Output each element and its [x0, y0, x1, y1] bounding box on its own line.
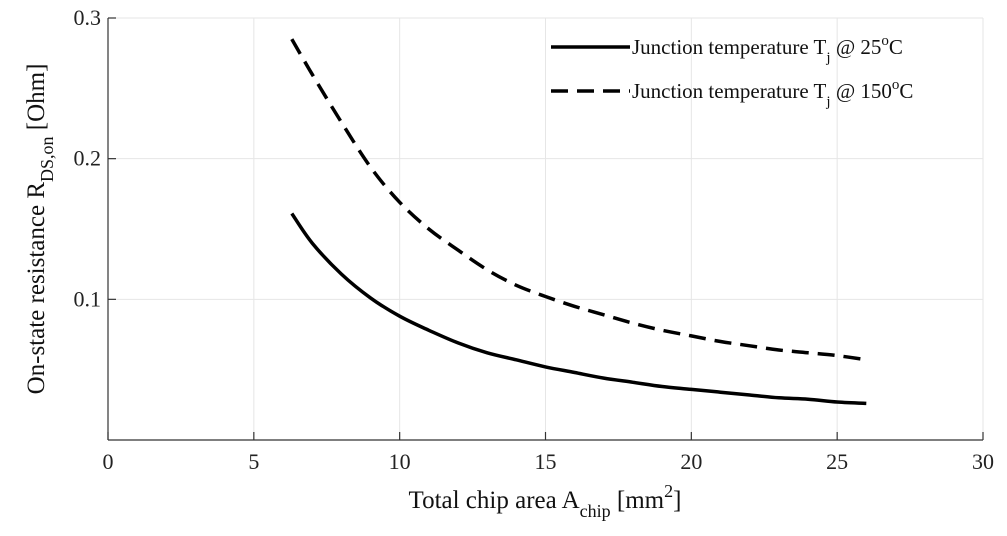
x-tick-label: 0 — [103, 449, 114, 474]
x-tick-labels: 0 5 10 15 20 25 30 — [103, 449, 995, 474]
x-axis-label: Total chip area Achip [mm2] — [409, 481, 682, 521]
tick-marks — [107, 17, 984, 440]
y-tick-label: 0.2 — [74, 146, 102, 171]
x-tick-label: 20 — [680, 449, 702, 474]
series-line-150c — [290, 38, 867, 362]
x-tick-label: 30 — [972, 449, 994, 474]
x-tick-label: 15 — [535, 449, 557, 474]
series-lines — [290, 38, 867, 406]
x-tick-label: 10 — [389, 449, 411, 474]
series-line-25c — [290, 212, 867, 406]
y-tick-label: 0.3 — [74, 5, 102, 30]
y-tick-label: 0.1 — [74, 286, 102, 311]
grid — [108, 17, 984, 440]
x-tick-label: 5 — [248, 449, 259, 474]
y-tick-labels: 0.1 0.2 0.3 — [74, 5, 102, 311]
legend-label-150c: Junction temperature Tj @ 150oC — [632, 77, 913, 110]
legend-label-25c: Junction temperature Tj @ 25oC — [632, 33, 903, 66]
legend: Junction temperature Tj @ 25oC Junction … — [551, 33, 913, 110]
y-axis-label: On-state resistance RDS,on [Ohm] — [23, 64, 57, 395]
x-tick-label: 25 — [826, 449, 848, 474]
